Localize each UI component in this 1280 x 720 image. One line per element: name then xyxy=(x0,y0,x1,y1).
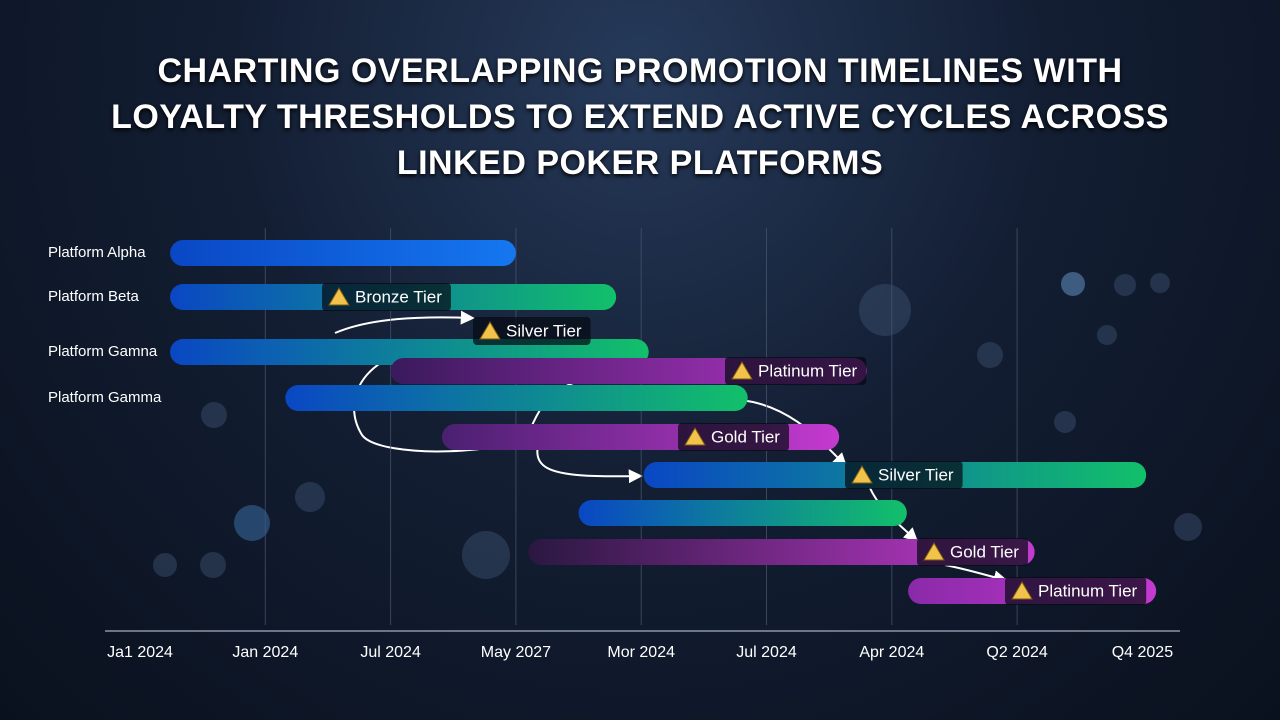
row-label: Platform Alpha xyxy=(48,244,146,261)
tier-label: Gold Tier xyxy=(950,542,1019,561)
x-tick-label: May 2027 xyxy=(481,644,551,661)
bar xyxy=(528,539,1035,565)
row-label: Platform Gamma xyxy=(48,389,162,406)
tier-tag: Gold Tier xyxy=(917,538,1028,566)
x-tick-label: Ja1 2024 xyxy=(107,644,173,661)
x-tick-label: Mor 2024 xyxy=(607,644,675,661)
tier-tag: Silver Tier xyxy=(845,461,963,489)
x-tick-label: Jul 2024 xyxy=(736,644,797,661)
bar xyxy=(170,240,516,266)
tier-label: Gold Tier xyxy=(711,427,780,446)
tier-tag: Platinum Tier xyxy=(1005,577,1147,605)
tier-label: Bronze Tier xyxy=(355,287,442,306)
tier-tag: Gold Tier xyxy=(678,423,789,451)
bar xyxy=(285,385,748,411)
x-tick-label: Jul 2024 xyxy=(360,644,421,661)
tier-label: Silver Tier xyxy=(506,321,582,340)
decor xyxy=(153,272,1202,579)
tier-label: Platinum Tier xyxy=(758,361,858,380)
x-tick-label: Q2 2024 xyxy=(986,644,1047,661)
tier-tag: Silver Tier xyxy=(473,317,591,345)
tier-label: Silver Tier xyxy=(878,465,954,484)
row-label: Platform Beta xyxy=(48,288,140,305)
chart-title: CHARTING OVERLAPPING PROMOTION TIMELINES… xyxy=(111,52,1169,182)
tier-tag: Platinum Tier xyxy=(725,357,867,385)
row-label: Platform Gamna xyxy=(48,343,158,360)
connector-arrow xyxy=(334,310,475,334)
connector-arrow xyxy=(944,564,1008,585)
tier-label: Platinum Tier xyxy=(1038,581,1138,600)
x-tick-label: Jan 2024 xyxy=(232,644,298,661)
bar xyxy=(578,500,907,526)
tier-tag: Bronze Tier xyxy=(322,283,451,311)
x-tick-label: Apr 2024 xyxy=(859,644,924,661)
x-tick-label: Q4 2025 xyxy=(1112,644,1173,661)
